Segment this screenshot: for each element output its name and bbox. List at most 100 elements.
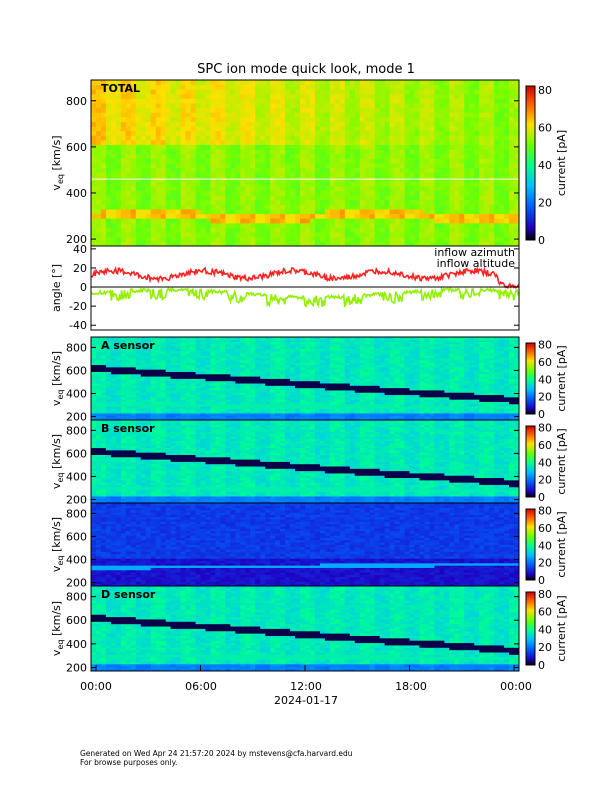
heatmap-cell (419, 163, 425, 169)
heatmap-cell (300, 353, 306, 356)
heatmap-cell (91, 112, 97, 118)
heatmap-cell (240, 135, 246, 141)
heatmap-cell (300, 121, 306, 127)
heatmap-cell (314, 380, 321, 384)
heatmap-cell (230, 232, 236, 238)
heatmap-cell (165, 408, 172, 412)
heatmap-cell (215, 380, 221, 384)
heatmap-cell (250, 186, 256, 192)
heatmap-cell (125, 158, 132, 164)
heatmap-cell (499, 218, 505, 224)
heatmap-cell (105, 158, 112, 164)
heatmap-cell (449, 163, 455, 169)
heatmap-cell (110, 387, 117, 391)
heatmap-cell (165, 172, 172, 178)
heatmap-cell (260, 172, 266, 178)
heatmap-cell (265, 408, 271, 412)
heatmap-cell (215, 107, 221, 113)
heatmap-cell (329, 112, 336, 118)
heatmap-cell (195, 371, 201, 375)
heatmap-cell (230, 153, 236, 159)
heatmap-cell (255, 130, 261, 136)
heatmap-cell (319, 410, 326, 414)
heatmap-cell (454, 121, 460, 127)
heatmap-cell (459, 186, 465, 192)
heatmap-cell (339, 378, 346, 382)
heatmap-cell (389, 172, 395, 178)
heatmap-cell (290, 401, 296, 405)
heatmap-cell (434, 135, 440, 141)
heatmap-cell (91, 199, 97, 205)
heatmap-cell (195, 339, 201, 343)
heatmap-cell (329, 241, 336, 247)
heatmap-cell (494, 121, 500, 127)
heatmap-cell (140, 373, 147, 377)
heatmap-cell (190, 369, 196, 372)
heatmap-cell (180, 167, 186, 173)
heatmap-cell (504, 93, 510, 99)
heatmap-cell (140, 364, 147, 368)
heatmap-cell (240, 232, 246, 238)
heatmap-cell (319, 149, 326, 155)
heatmap-cell (484, 149, 490, 155)
heatmap-cell (91, 135, 97, 141)
heatmap-cell (205, 369, 211, 372)
heatmap-cell (260, 236, 266, 242)
heatmap-cell (434, 80, 440, 86)
heatmap-cell (334, 392, 341, 396)
heatmap-cell (215, 158, 221, 164)
heatmap-cell (95, 357, 102, 361)
heatmap-cell (160, 163, 167, 169)
heatmap-cell (305, 390, 311, 393)
heatmap-cell (414, 236, 420, 242)
heatmap-cell (255, 403, 261, 407)
heatmap-cell (210, 116, 216, 122)
heatmap-cell (140, 353, 147, 356)
heatmap-cell (314, 396, 321, 400)
heatmap-cell (454, 130, 460, 136)
heatmap-cell (165, 392, 172, 396)
heatmap-cell (125, 360, 132, 363)
heatmap-cell (275, 348, 281, 352)
heatmap-cell (165, 163, 172, 169)
heatmap-cell (339, 360, 346, 363)
heatmap-cell (504, 218, 510, 224)
heatmap-cell (110, 378, 117, 382)
heatmap-cell (419, 89, 425, 95)
heatmap-cell (175, 158, 181, 164)
heatmap-cell (270, 392, 276, 396)
heatmap-cell (245, 337, 251, 340)
heatmap-cell (324, 385, 331, 389)
heatmap-cell (135, 415, 142, 419)
heatmap-cell (205, 204, 211, 210)
heatmap-cell (334, 103, 341, 109)
heatmap-cell (384, 213, 391, 219)
heatmap-cell (175, 126, 181, 132)
heatmap-cell (290, 93, 296, 99)
heatmap-cell (424, 213, 430, 219)
heatmap-cell (270, 227, 276, 233)
heatmap-cell (220, 396, 226, 400)
heatmap-cell (260, 93, 266, 99)
heatmap-cell (300, 387, 306, 391)
heatmap-cell (175, 236, 181, 242)
heatmap-cell (314, 341, 321, 345)
heatmap-cell (295, 139, 301, 145)
heatmap-cell (439, 232, 445, 238)
heatmap-cell (190, 415, 196, 419)
heatmap-cell (140, 376, 147, 379)
heatmap-cell (170, 348, 177, 352)
heatmap-cell (489, 112, 495, 118)
heatmap-cell (424, 98, 430, 104)
heatmap-cell (140, 341, 147, 345)
heatmap-cell (354, 241, 361, 247)
heatmap-cell (300, 163, 306, 169)
heatmap-cell (295, 158, 301, 164)
heatmap-cell (275, 337, 281, 340)
heatmap-cell (260, 369, 266, 372)
heatmap-cell (384, 107, 391, 113)
heatmap-cell (200, 341, 206, 345)
heatmap-cell (324, 107, 331, 113)
heatmap-cell (260, 410, 266, 414)
heatmap-cell (175, 394, 181, 398)
